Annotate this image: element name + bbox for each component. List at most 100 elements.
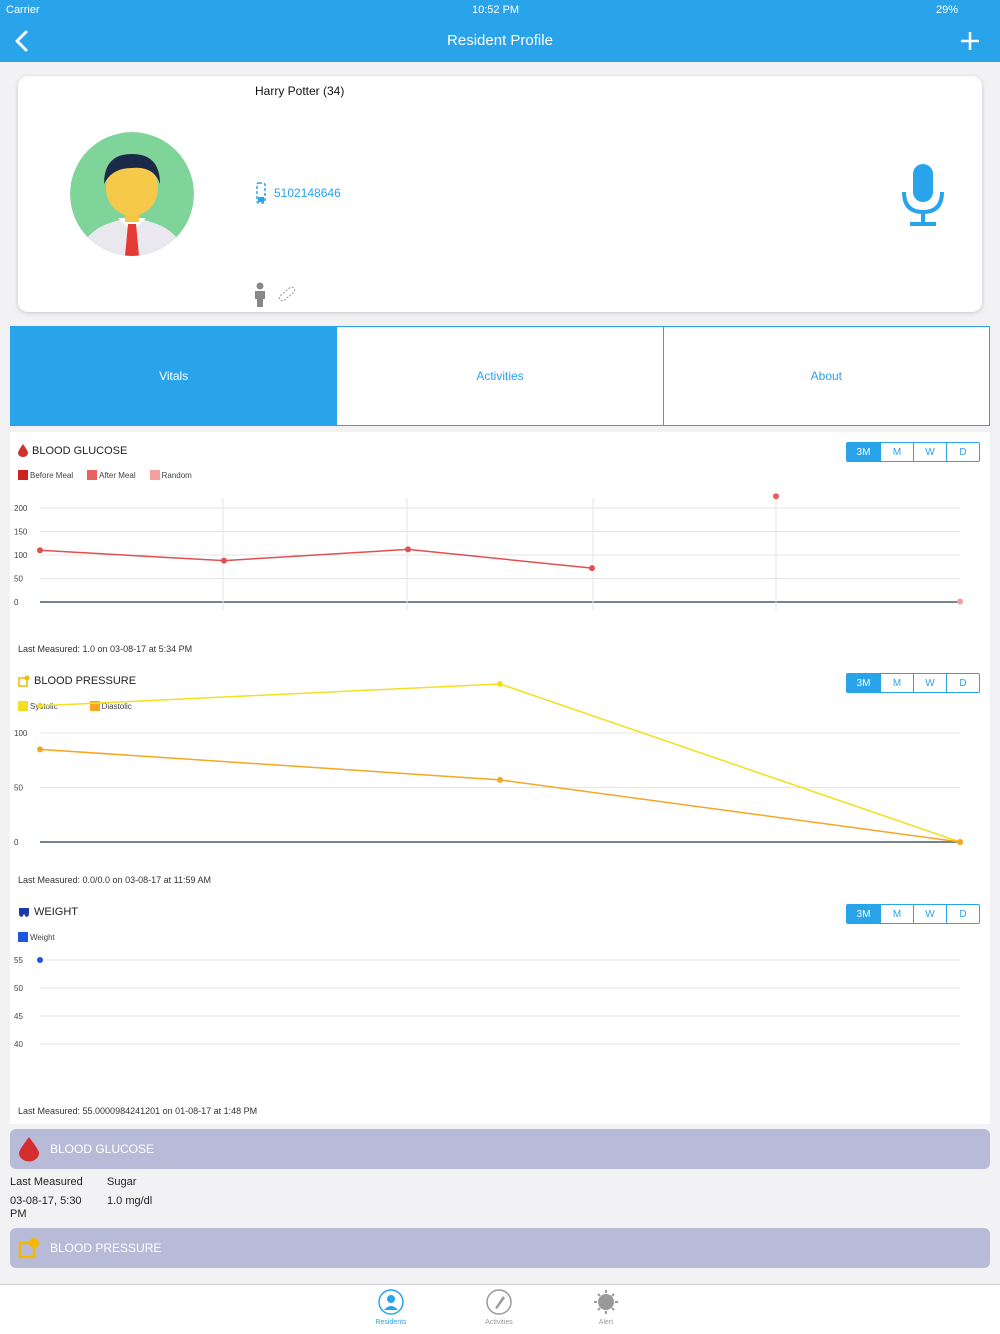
person-icon [255,282,265,307]
microphone-icon[interactable] [898,162,948,228]
range-w-button[interactable]: W [913,443,946,461]
chart-legend: Weight [18,932,55,942]
blood-pressure-chart: BLOOD PRESSURE Systolic Diastolic 3M M W… [10,663,990,894]
range-selector: 3M M W D [846,904,980,924]
legend-label: Before Meal [30,470,74,480]
pressure-plot: 100 50 0 [14,680,963,847]
y-tick-label: 45 [14,1012,23,1021]
summary-col-label: Sugar [107,1176,137,1188]
y-tick-label: 100 [14,551,28,560]
blood-glucose-chart: BLOOD GLUCOSE Before Meal After Meal Ran… [10,432,990,662]
glucose-section-header[interactable]: BLOOD GLUCOSE [10,1129,990,1169]
legend-swatch [18,701,28,711]
range-w-button[interactable]: W [913,905,946,923]
pill-icon [278,286,296,302]
chart-title: BLOOD PRESSURE [34,675,137,687]
summary-col-label: Last Measured [10,1176,83,1188]
range-3m-button[interactable]: 3M [847,443,880,461]
last-measured: Last Measured: 0.0/0.0 on 03-08-17 at 11… [18,875,211,885]
legend-label: Weight [30,932,55,942]
y-tick-label: 0 [14,598,19,607]
chart-legend: Before Meal After Meal Random [18,470,192,480]
carrier-label: Carrier [6,4,40,16]
legend-item: Weight [18,932,55,942]
y-tick-label: 50 [14,984,23,993]
data-point [37,746,43,753]
resident-phone[interactable]: 5102148646 [274,186,341,200]
status-time: 10:52 PM [472,4,520,16]
data-point [957,839,963,845]
data-point [957,598,963,605]
y-tick-label: 200 [14,504,28,513]
nav-bar: Resident Profile [0,20,1000,62]
legend-swatch [18,470,28,480]
range-m-button[interactable]: M [880,905,913,923]
phone-icon [256,182,266,204]
back-chevron-icon[interactable] [10,28,34,54]
tabbar-residents[interactable]: Residents [361,1289,421,1326]
legend-label: Random [161,470,192,480]
blood-drop-icon [18,444,28,457]
series-line [39,748,961,843]
tab-vitals[interactable]: Vitals [10,326,338,426]
legend-item: After Meal [87,470,136,480]
y-tick-label: 50 [14,575,23,584]
tabbar-alert[interactable]: Alert [576,1289,636,1326]
tabbar-label: Activities [485,1319,513,1326]
tabbar-label: Alert [598,1319,614,1326]
y-tick-label: 40 [14,1040,23,1049]
avatar [70,132,194,256]
section-title: BLOOD PRESSURE [50,1241,162,1255]
pressure-section-header[interactable]: BLOOD PRESSURE [10,1228,990,1268]
legend-swatch [87,470,98,480]
range-d-button[interactable]: D [946,443,979,461]
legend-swatch [89,701,100,711]
last-measured: Last Measured: 55.0000984241201 on 01-08… [18,1106,258,1116]
chart-title: BLOOD GLUCOSE [32,444,128,457]
range-m-button[interactable]: M [880,674,913,692]
blood-pressure-icon [18,675,30,687]
battery-label: 29% [936,4,959,16]
y-tick-label: 50 [14,784,23,793]
last-measured: Last Measured: 1.0 on 03-08-17 at 5:34 P… [18,644,193,654]
range-d-button[interactable]: D [946,674,979,692]
tabbar-activities[interactable]: Activities [469,1289,529,1326]
add-plus-icon[interactable] [958,28,982,54]
weight-plot: 55 50 45 40 [14,956,960,1049]
data-point [773,493,779,500]
range-3m-button[interactable]: 3M [847,674,880,692]
activities-icon [486,1289,512,1315]
legend-swatch [149,470,160,480]
y-tick-label: 100 [14,729,28,738]
blood-drop-icon [19,1137,39,1162]
blood-pressure-icon [18,1238,39,1259]
data-point [497,776,503,783]
resident-name: Harry Potter (34) [255,84,345,98]
chart-title: WEIGHT [34,906,78,918]
weight-icon [19,908,29,917]
range-w-button[interactable]: W [913,674,946,692]
tab-activities[interactable]: Activities [337,326,664,426]
profile-card: Harry Potter (34) 5102148646 [18,76,982,312]
legend-item: Random [149,470,192,480]
tab-about[interactable]: About [663,326,990,426]
range-m-button[interactable]: M [880,443,913,461]
data-point [221,557,227,564]
data-point [405,546,411,553]
alert-icon [594,1290,618,1314]
glucose-plot: 200 150 100 50 0 [14,493,963,610]
data-point [497,680,503,687]
section-title: BLOOD GLUCOSE [50,1142,155,1156]
data-point [37,957,43,963]
summary-date: 03-08-17, 5:30 PM [10,1195,82,1220]
series-line [39,548,593,569]
profile-tabs: Vitals Activities About [10,326,990,426]
vitals-panel: BLOOD GLUCOSE Before Meal After Meal Ran… [10,432,990,1124]
summary-sugar-value: 1.0 mg/dl [107,1195,153,1207]
range-selector: 3M M W D [846,673,980,693]
legend-item: Diastolic [89,701,132,711]
range-d-button[interactable]: D [946,905,979,923]
y-tick-label: 55 [14,956,23,965]
range-3m-button[interactable]: 3M [847,905,880,923]
data-point [37,547,43,554]
